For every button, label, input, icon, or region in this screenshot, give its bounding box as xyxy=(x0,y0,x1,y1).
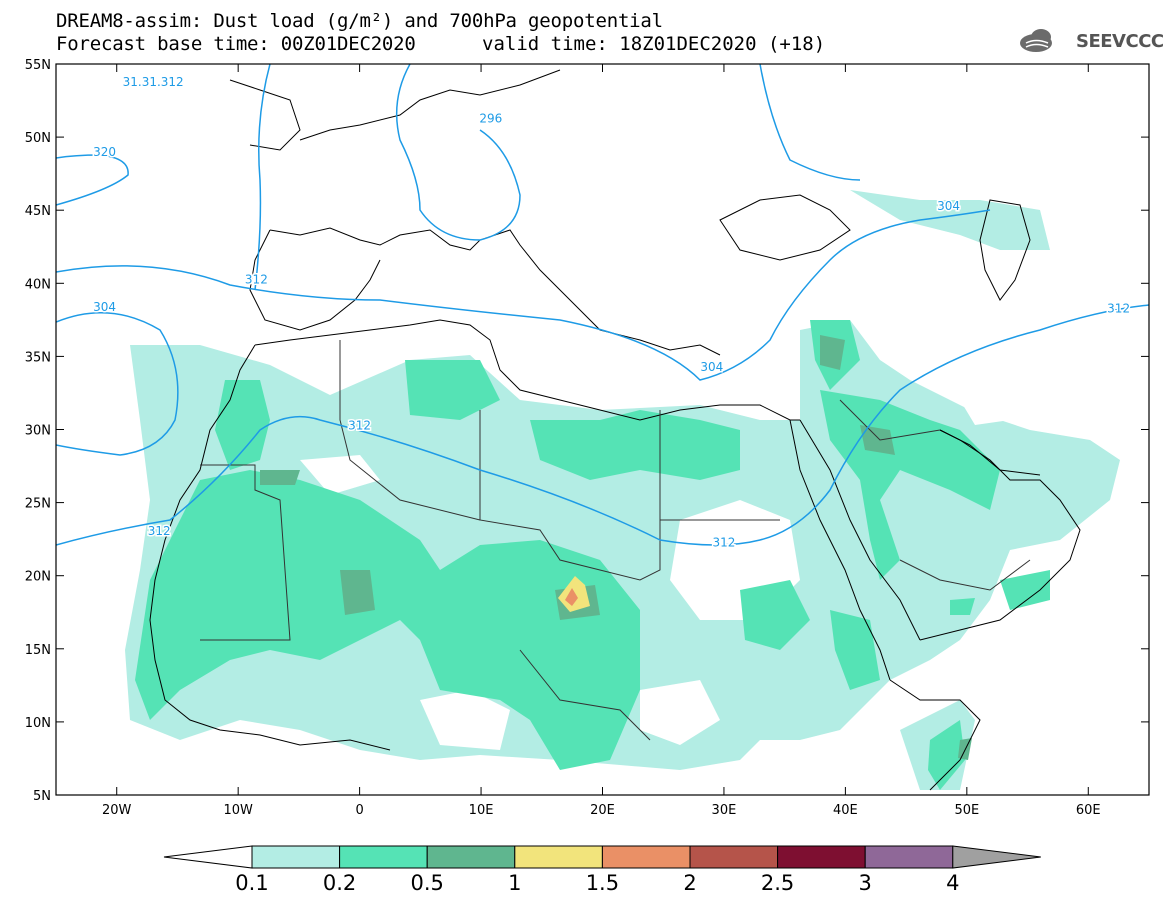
cloud-logo-icon xyxy=(1020,29,1052,52)
contour-label: 312 xyxy=(245,272,268,286)
contour-label: 312 xyxy=(348,419,371,433)
lat-label: 55N xyxy=(25,58,51,73)
contour-label: 320 xyxy=(93,145,116,159)
colorbar-swatch xyxy=(339,845,428,869)
colorbar-label: 3 xyxy=(859,871,872,895)
lon-label: 20W xyxy=(102,803,132,818)
lat-label: 25N xyxy=(25,497,51,512)
colorbar-label: 0.1 xyxy=(235,871,268,895)
valid-time: valid time: 18Z01DEC2020 (+18) xyxy=(482,33,826,55)
colorbar-swatch xyxy=(601,845,691,869)
contour-label: 304 xyxy=(93,300,116,314)
colorbar-swatch xyxy=(777,845,866,869)
contour-label: 304 xyxy=(700,360,723,374)
lon-label: 60E xyxy=(1076,803,1101,818)
map-title: DREAM8-assim: Dust load (g/m²) and 700hP… xyxy=(56,10,663,32)
contour-label: 312 xyxy=(712,535,735,549)
lat-label: 30N xyxy=(25,424,51,439)
colorbar: 0.1 0.2 0.5 1 1.5 2 2.5 3 4 xyxy=(163,845,1041,895)
lat-label: 40N xyxy=(25,277,51,292)
colorbar-label: 1.5 xyxy=(586,871,619,895)
colorbar-label: 0.2 xyxy=(323,871,356,895)
colorbar-swatch xyxy=(689,845,779,869)
colorbar-label: 2 xyxy=(683,871,696,895)
colorbar-swatch xyxy=(426,845,516,869)
contour-label: 312 xyxy=(1107,302,1130,316)
colorbar-swatch xyxy=(251,845,341,869)
colorbar-min-arrow xyxy=(163,845,253,869)
colorbar-label: 1 xyxy=(508,871,521,895)
colorbar-swatch xyxy=(864,845,954,869)
lon-label: 20E xyxy=(590,803,615,818)
longitude-axis: 20W 10W 0 10E 20E 30E 40E 50E 60E xyxy=(102,64,1101,818)
lon-label: 50E xyxy=(954,803,979,818)
lat-label: 20N xyxy=(25,570,51,585)
lon-label: 0 xyxy=(355,803,363,818)
colorbar-label: 0.5 xyxy=(410,871,443,895)
contour-labels: 31.31.312 320 296 312 304 312 304 312 304 312 312 xyxy=(92,73,1132,551)
forecast-base-time: Forecast base time: 00Z01DEC2020 xyxy=(56,33,416,55)
lat-label: 15N xyxy=(25,643,51,658)
latitude-axis: 55N 50N 45N 40N 35N 30N 25N 20N 15N 10N 5N xyxy=(25,58,1149,804)
contour-label: 312 xyxy=(148,524,171,538)
lat-label: 35N xyxy=(25,350,51,365)
lat-label: 45N xyxy=(25,204,51,219)
dust-field xyxy=(125,190,1120,790)
contour-label: 31.31.312 xyxy=(123,75,184,89)
colorbar-label: 2.5 xyxy=(761,871,794,895)
contour-label: 304 xyxy=(937,199,960,213)
colorbar-label: 4 xyxy=(946,871,959,895)
lat-label: 10N xyxy=(25,716,51,731)
lon-label: 10E xyxy=(469,803,494,818)
lat-label: 5N xyxy=(33,789,51,804)
geopotential-contours xyxy=(56,64,1149,546)
colorbar-max-arrow xyxy=(952,845,1041,869)
colorbar-swatch xyxy=(514,845,603,869)
lon-label: 40E xyxy=(833,803,858,818)
lat-label: 50N xyxy=(25,131,51,146)
lon-label: 10W xyxy=(223,803,253,818)
lon-label: 30E xyxy=(712,803,737,818)
logo-text: SEEVCCC xyxy=(1076,31,1164,52)
contour-label: 296 xyxy=(479,111,502,125)
